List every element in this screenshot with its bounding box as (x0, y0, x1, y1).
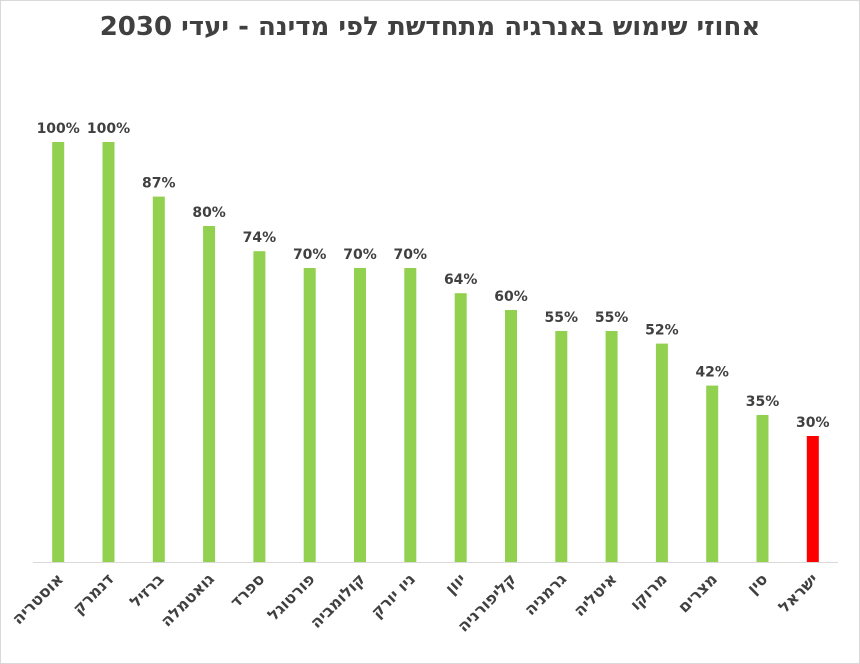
bar (706, 385, 719, 562)
data-label: 74% (243, 230, 277, 246)
data-label: 30% (796, 415, 830, 431)
bar (505, 310, 517, 562)
bar (52, 142, 65, 562)
bar (253, 251, 266, 562)
data-label: 80% (192, 205, 226, 221)
data-label: 70% (343, 247, 377, 263)
bar (203, 226, 216, 562)
bar (152, 196, 165, 562)
data-label: 52% (645, 323, 679, 339)
bar (404, 268, 417, 562)
bar (454, 293, 467, 562)
bars-group (52, 142, 819, 562)
bar (303, 268, 316, 562)
data-labels-group: 100% 100% 87% 80% 74% 70% 70% 70% 64% 60% 55% 55% 52… (37, 121, 830, 431)
bar (806, 436, 819, 562)
chart-title: אחוזי שימוש באנרגיה מתחדשת לפי מדינה - י… (100, 12, 761, 42)
bar (756, 415, 769, 562)
bar (655, 343, 668, 562)
data-label: 55% (595, 310, 629, 326)
data-label: 64% (444, 272, 478, 288)
bar (555, 331, 568, 562)
data-label: 60% (494, 289, 528, 305)
data-label: 70% (394, 247, 428, 263)
data-label: 70% (293, 247, 327, 263)
data-label: 55% (545, 310, 579, 326)
data-label: 42% (695, 365, 729, 381)
data-label: 35% (746, 394, 780, 410)
bar (354, 268, 366, 562)
data-label: 100% (37, 121, 80, 137)
data-label: 100% (87, 121, 130, 137)
bar (605, 331, 618, 562)
bar (102, 142, 115, 562)
data-label: 87% (142, 176, 176, 192)
